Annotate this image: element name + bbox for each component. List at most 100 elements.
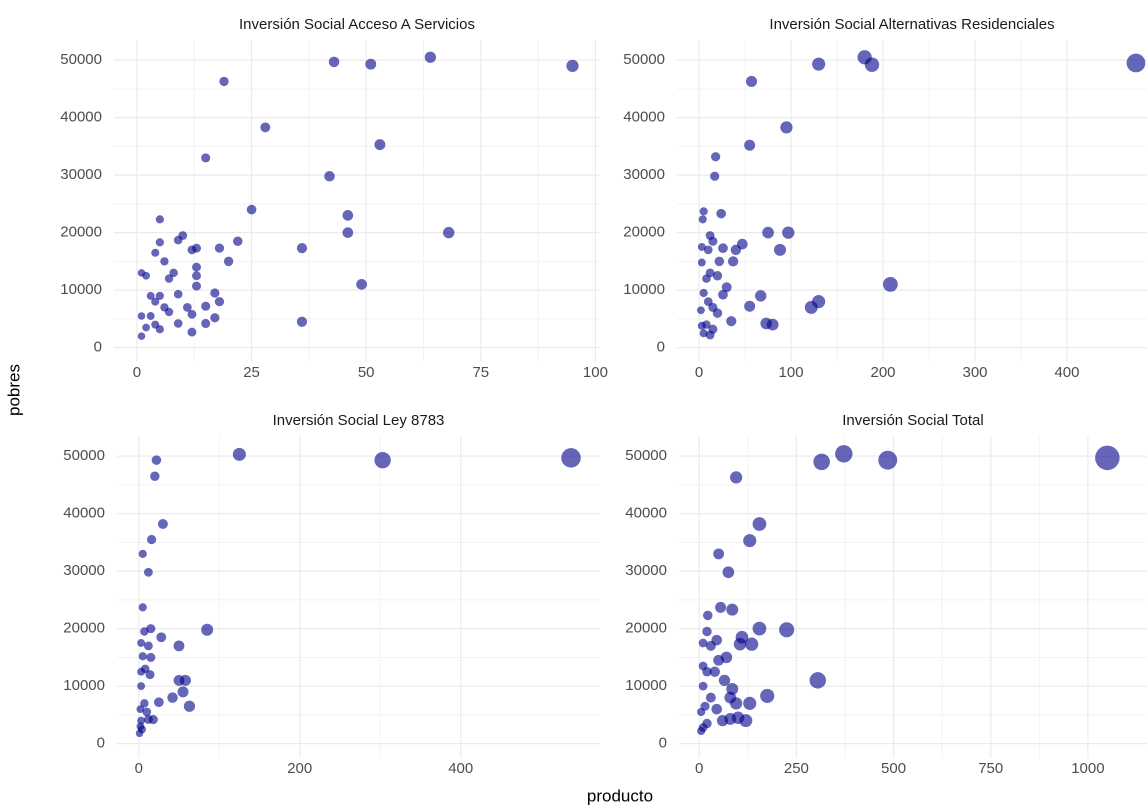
point (721, 282, 732, 293)
point (1126, 53, 1146, 73)
point (716, 208, 726, 219)
x-tick-label: 500 (881, 760, 906, 777)
x-tick-label: 0 (695, 364, 703, 381)
point (137, 312, 146, 320)
point (192, 281, 202, 291)
y-tick-label: 10000 (63, 677, 105, 694)
point (147, 534, 157, 545)
point (702, 667, 712, 677)
point (766, 318, 779, 331)
point (697, 321, 706, 330)
point (745, 637, 759, 651)
point (214, 296, 225, 307)
point (705, 692, 716, 703)
point (151, 248, 160, 257)
x-tick-label: 0 (695, 760, 703, 777)
point (762, 226, 774, 239)
point (697, 306, 705, 315)
x-tick-label: 750 (978, 760, 1003, 777)
point (809, 672, 826, 689)
point (142, 271, 150, 280)
point (143, 641, 153, 651)
x-tick-label: 25 (243, 364, 260, 381)
point (782, 226, 795, 239)
point (718, 243, 728, 254)
point (173, 319, 183, 328)
point (328, 56, 340, 68)
point (260, 122, 271, 133)
point (710, 171, 720, 181)
y-tick-label: 40000 (63, 505, 105, 522)
point (143, 715, 153, 724)
y-tick-label: 0 (657, 339, 665, 356)
point (744, 139, 756, 151)
point (155, 325, 164, 334)
x-tick-label: 75 (472, 364, 489, 381)
point (140, 627, 149, 636)
x-tick-label: 50 (358, 364, 375, 381)
point (140, 699, 149, 708)
x-tick-label: 250 (784, 760, 809, 777)
point (697, 243, 706, 251)
y-tick-label: 20000 (623, 224, 665, 241)
point (296, 243, 308, 254)
point (143, 567, 153, 577)
x-tick-label: 0 (135, 760, 143, 777)
point (878, 450, 898, 470)
point (146, 652, 156, 662)
y-tick-label: 30000 (623, 166, 665, 183)
point (177, 686, 189, 698)
point (187, 309, 197, 319)
point (722, 566, 735, 579)
y-tick-label: 40000 (625, 505, 667, 522)
point (739, 714, 753, 728)
point (743, 696, 757, 710)
point (780, 121, 793, 134)
point (179, 674, 191, 686)
point (142, 707, 152, 717)
point (150, 471, 160, 481)
point (142, 323, 150, 332)
panel-title: Inversión Social Total (842, 412, 983, 429)
point (157, 518, 168, 529)
point (566, 59, 579, 73)
point (151, 297, 160, 306)
point (705, 640, 716, 651)
point (752, 517, 767, 531)
y-tick-label: 0 (659, 735, 667, 752)
point (733, 637, 747, 651)
point (173, 235, 183, 245)
panel-title: Inversión Social Alternativas Residencia… (769, 16, 1054, 33)
y-tick-label: 50000 (60, 51, 102, 68)
point (864, 57, 880, 72)
point (702, 626, 712, 637)
point (804, 300, 818, 314)
point (365, 58, 377, 70)
point (164, 307, 174, 317)
x-tick-label: 100 (779, 364, 804, 381)
point (1095, 445, 1120, 471)
x-tick-label: 400 (1054, 364, 1079, 381)
point (698, 638, 708, 648)
x-tick-label: 100 (583, 364, 608, 381)
point (296, 316, 308, 327)
point (138, 652, 147, 661)
point (246, 204, 257, 215)
point (173, 289, 183, 299)
point (182, 302, 192, 312)
point (169, 268, 178, 278)
y-tick-label: 50000 (623, 51, 665, 68)
y-axis-title: pobres (4, 364, 23, 416)
point (183, 700, 196, 712)
point (210, 288, 220, 298)
panel-title: Inversión Social Acceso A Servicios (239, 16, 475, 33)
point (192, 262, 202, 272)
point (192, 271, 202, 281)
point (135, 729, 144, 738)
point (151, 455, 162, 465)
point (813, 453, 830, 471)
point (760, 688, 775, 703)
point (167, 692, 178, 703)
point (173, 640, 185, 652)
